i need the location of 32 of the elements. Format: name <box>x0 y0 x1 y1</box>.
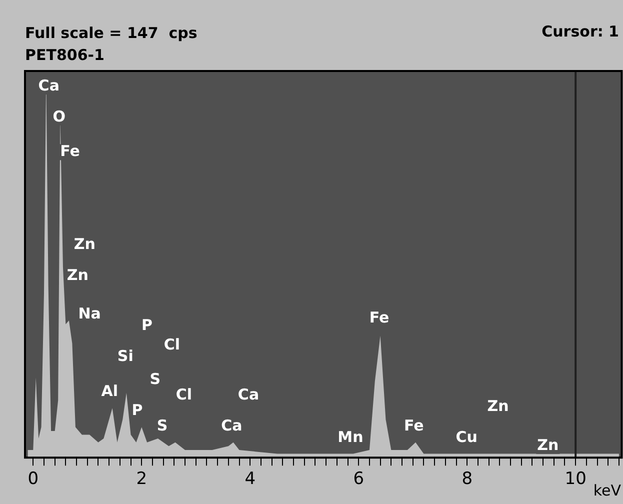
annotation: S <box>150 370 161 388</box>
x-tick-label: 4 <box>244 469 256 490</box>
annotation: Fe <box>404 416 424 435</box>
annotation: Cl <box>164 335 180 354</box>
annotation: Ca <box>238 386 260 404</box>
annotation: Zn <box>537 436 559 454</box>
x-tick-label: 6 <box>353 469 364 490</box>
annotation: O <box>52 107 66 126</box>
x-tick-label: 2 <box>136 469 148 490</box>
annotation: Al <box>101 382 118 400</box>
annotation: Na <box>78 304 101 322</box>
annotation: Zn <box>66 266 88 284</box>
annotation: Ca <box>38 76 60 94</box>
annotation: P <box>132 401 143 420</box>
chart-title: Full scale = 147 cps <box>25 24 198 42</box>
annotation: Zn <box>74 234 96 253</box>
annotation: Si <box>117 346 134 365</box>
annotation: Mn <box>338 428 364 446</box>
annotation: P <box>142 316 153 334</box>
chart-subtitle: PET806-1 <box>25 46 104 64</box>
annotation: Ca <box>221 416 242 435</box>
x-axis-title: keV <box>593 481 622 500</box>
x-tick-label: 0 <box>28 469 39 490</box>
text: Cursor: 1 <box>542 22 619 40</box>
annotation: Cl <box>176 386 192 404</box>
annotation: Cu <box>456 428 478 446</box>
annotation: S <box>156 416 168 435</box>
annotation: Fe <box>60 142 80 160</box>
x-tick-label: 8 <box>462 469 473 490</box>
annotation: Fe <box>369 308 390 326</box>
annotation: Zn <box>487 397 509 416</box>
x-tick-label: 10 <box>564 469 586 490</box>
